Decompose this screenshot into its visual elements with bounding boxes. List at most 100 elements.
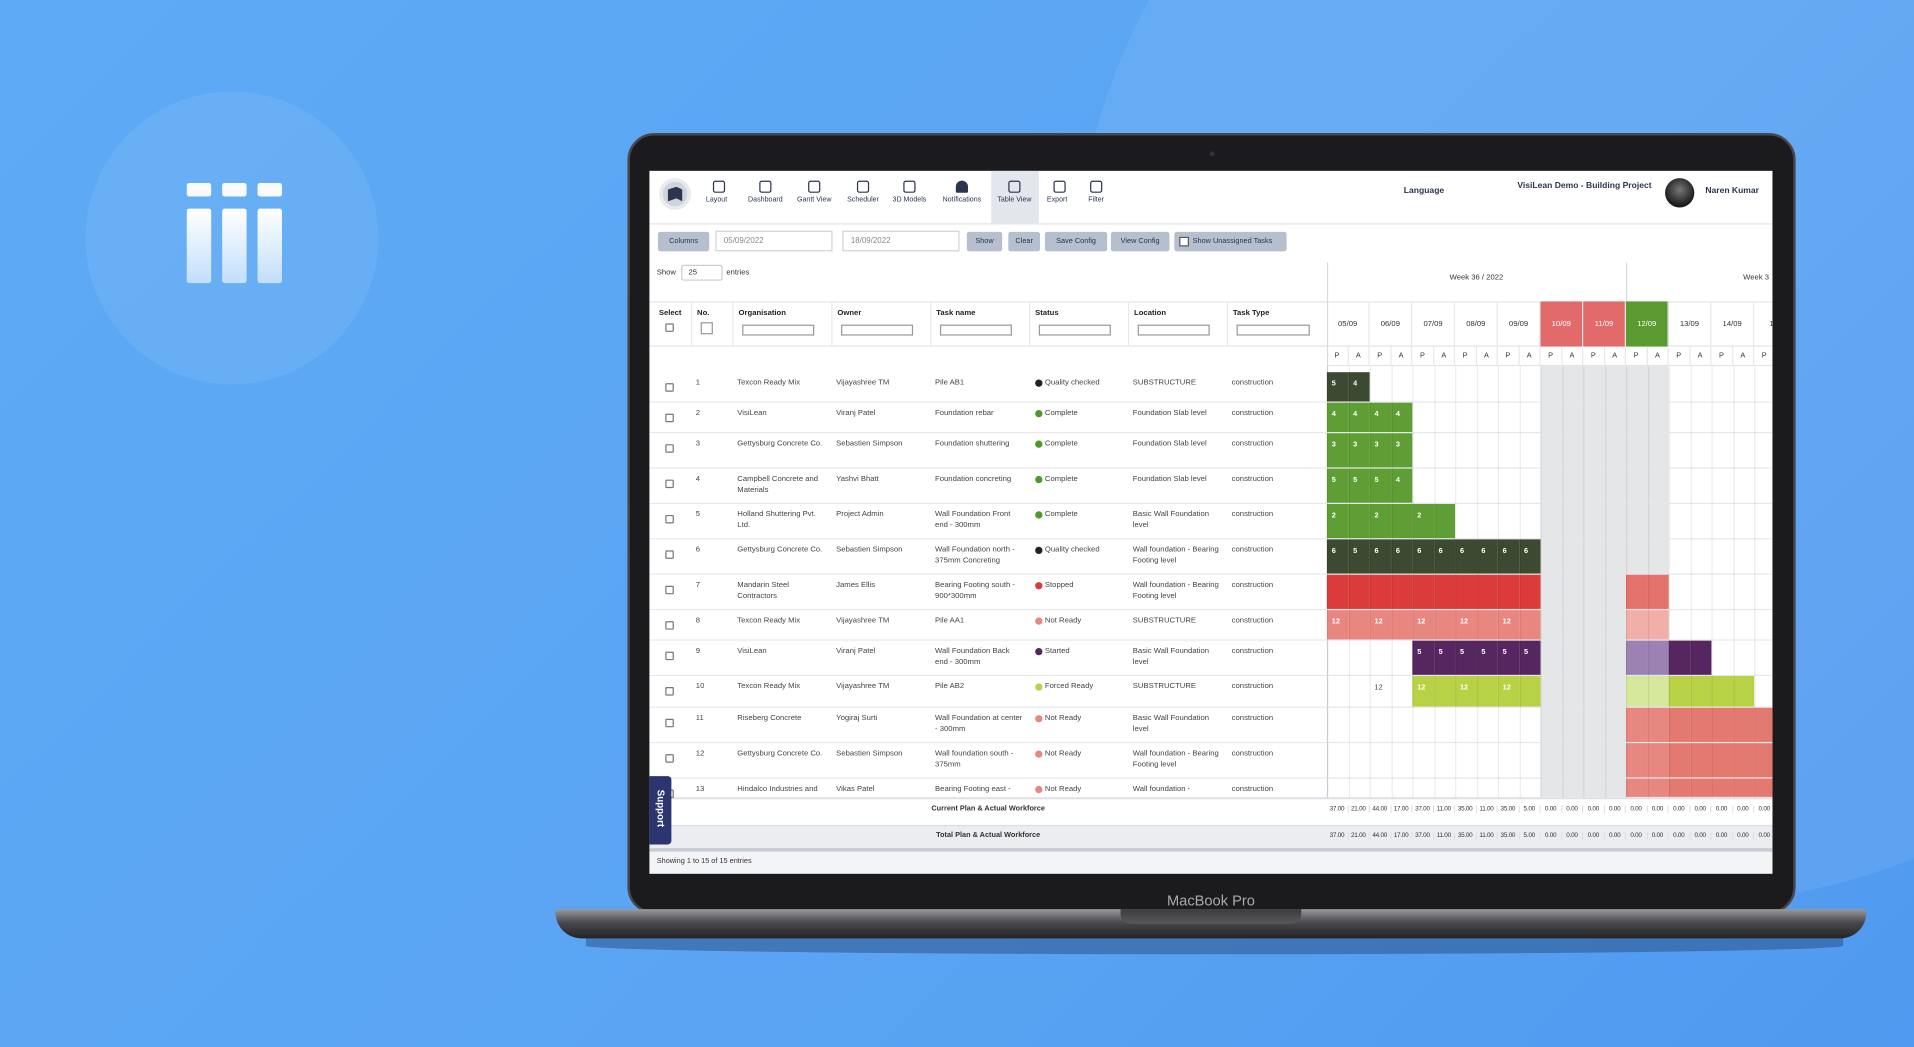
date-header[interactable]: 07/09 [1412, 301, 1456, 347]
row-checkbox[interactable] [665, 718, 674, 728]
date-header[interactable]: 12/09 [1625, 301, 1669, 347]
plan-value: 12 [1331, 618, 1340, 627]
nav-icon[interactable] [759, 180, 772, 193]
plan-value: 6 [1524, 547, 1529, 556]
row-checkbox[interactable] [665, 585, 674, 595]
column-header[interactable]: Organisation [738, 308, 786, 318]
date-to[interactable]: 18/09/2022 [842, 230, 960, 252]
totals-value: 37.00 [1327, 832, 1349, 840]
cell-organisation: Mandarin Steel Contractors [737, 580, 790, 601]
nav-item[interactable]: Table View [997, 196, 1032, 204]
plan-cell [1519, 610, 1541, 640]
date-header[interactable]: 06/09 [1370, 301, 1413, 347]
nav-item[interactable]: Gantt View [796, 196, 832, 204]
nav-item[interactable]: Filter [1088, 196, 1105, 204]
plan-cell [1711, 743, 1733, 778]
row-checkbox[interactable] [665, 479, 674, 489]
toolbar-button[interactable]: Save Config [1044, 231, 1108, 252]
row-checkbox[interactable] [665, 550, 674, 559]
date-header[interactable]: 15/ [1754, 301, 1773, 346]
shift-label: A [1390, 346, 1413, 367]
nav-icon[interactable] [1053, 180, 1066, 193]
search-box[interactable] [1038, 324, 1111, 336]
search-box[interactable] [1236, 324, 1310, 336]
column-header[interactable]: Owner [837, 308, 862, 318]
column-header[interactable]: No. [697, 308, 710, 318]
unassigned-toggle[interactable]: Show Unassigned Tasks [1174, 231, 1287, 252]
row-checkbox[interactable] [665, 413, 674, 423]
date-header[interactable]: 08/09 [1455, 301, 1498, 347]
search-box[interactable] [1137, 324, 1210, 336]
nav-icon[interactable] [1008, 180, 1021, 193]
shift-label: A [1476, 346, 1498, 367]
date-header[interactable]: 13/09 [1669, 301, 1712, 347]
nav-item[interactable]: Dashboard [748, 196, 783, 204]
toolbar-button[interactable]: View Config [1110, 231, 1170, 252]
column-border [690, 301, 693, 347]
select-all[interactable] [665, 323, 674, 332]
search-box[interactable] [742, 324, 815, 336]
plan-value: 6 [1395, 547, 1400, 556]
nav-icon[interactable] [856, 180, 870, 193]
row-checkbox[interactable] [665, 383, 674, 392]
plan-cell [1390, 539, 1413, 574]
plan-value: 2 [1417, 512, 1422, 520]
row-checkbox[interactable] [665, 621, 674, 630]
nav-icon[interactable] [1090, 180, 1103, 193]
shift-label: A [1433, 346, 1456, 367]
column-header[interactable]: Select [658, 308, 682, 318]
checkbox[interactable] [1179, 236, 1189, 247]
toolbar-button[interactable]: Show [966, 231, 1003, 252]
project-name[interactable]: VisiLean Demo - Building Project [1517, 181, 1652, 191]
status-dot [1035, 785, 1043, 794]
nav-icon[interactable] [808, 180, 821, 193]
row-checkbox[interactable] [665, 754, 674, 763]
cell-location: Wall foundation - Bearing Footing level [1132, 545, 1219, 566]
avatar[interactable] [1665, 178, 1695, 208]
support-text[interactable]: Support [654, 789, 666, 828]
row-checkbox[interactable] [665, 651, 674, 661]
status-dot [1035, 582, 1043, 590]
search-box[interactable] [700, 322, 713, 335]
nav-icon[interactable] [955, 180, 969, 193]
status-dot [1035, 683, 1043, 691]
date-header[interactable]: 10/09 [1540, 301, 1584, 347]
search-box[interactable] [939, 324, 1012, 336]
date-header[interactable]: 11/09 [1583, 301, 1626, 347]
row-checkbox[interactable] [665, 514, 674, 524]
nav-item[interactable]: Layout [705, 196, 728, 204]
user-name[interactable]: Naren Kumar [1705, 186, 1759, 196]
columns-button[interactable]: Columns [657, 231, 710, 252]
plan-value: 2 [1374, 512, 1379, 520]
totals-value: 0.00 [1626, 805, 1648, 813]
support-tab[interactable]: Support [649, 776, 672, 845]
row-checkbox[interactable] [665, 687, 674, 696]
row-border [649, 706, 1773, 708]
column-header[interactable]: Status [1035, 308, 1059, 318]
cell-owner: Sebastien Simpson [836, 749, 903, 758]
row-checkbox[interactable] [665, 444, 674, 453]
nav-icon[interactable] [712, 180, 726, 193]
nav-item[interactable]: Scheduler [847, 196, 879, 204]
nav-item[interactable]: Export [1046, 196, 1068, 204]
plan-cell [1668, 743, 1691, 778]
date-header[interactable]: 14/09 [1711, 301, 1755, 347]
toolbar-button[interactable]: Clear [1008, 231, 1041, 252]
plan-cell [1433, 676, 1456, 707]
column-header[interactable]: Task name [936, 308, 976, 318]
column-header[interactable]: Task Type [1232, 308, 1270, 318]
language-menu[interactable]: Language [1403, 186, 1445, 196]
status-text: Not Ready [1044, 713, 1082, 723]
page-size[interactable]: 25 [681, 264, 723, 281]
nav-item[interactable]: Notifications [942, 196, 982, 204]
nav-icon[interactable] [903, 180, 916, 193]
cell-task: Wall Foundation at center - 300mm [935, 713, 1023, 734]
date-from[interactable]: 05/09/2022 [715, 230, 833, 252]
search-box[interactable] [841, 324, 914, 336]
column-header[interactable]: Location [1134, 308, 1167, 318]
plan-cell [1476, 610, 1498, 640]
nav-item[interactable]: 3D Models [892, 196, 927, 204]
date-header[interactable]: 05/09 [1327, 301, 1370, 347]
date-header[interactable]: 09/09 [1498, 301, 1541, 347]
